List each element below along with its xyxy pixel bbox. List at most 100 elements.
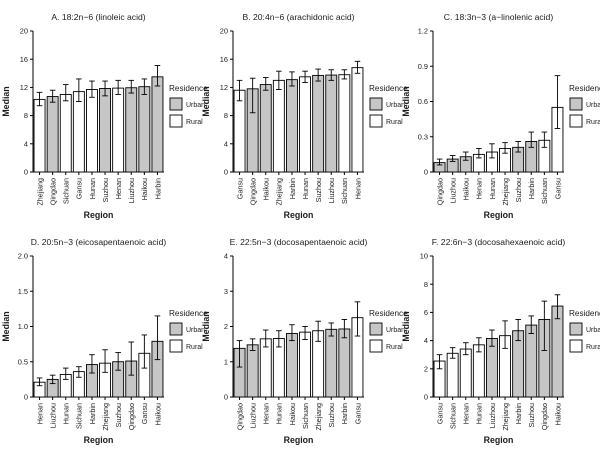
- x-tick-label: Zhejiang: [35, 178, 44, 206]
- y-tick-label: 1.2: [418, 27, 428, 36]
- panel-c-svg: C. 18:3n−3 (a−linolenic acid) Median 0 0.3 0…: [401, 12, 600, 220]
- bar-haikou: [138, 86, 151, 173]
- legend-urban-swatch: [369, 322, 383, 336]
- legend-title: Residence: [369, 84, 408, 93]
- y-tick-label: 0: [24, 168, 28, 177]
- x-tick-label: Hunan: [301, 178, 310, 199]
- bar-henan: [259, 338, 272, 398]
- y-tick-label: 16: [220, 55, 228, 64]
- x-tick-label: Harbin: [288, 178, 297, 199]
- x-tick-label: Henan: [475, 178, 484, 199]
- bar-gansu: [72, 91, 85, 173]
- x-tick-label: Haikou: [553, 403, 562, 425]
- y-tick-label: 2: [424, 364, 428, 373]
- bar-hunan: [85, 89, 98, 173]
- legend-urban-swatch: [369, 97, 383, 111]
- x-axis-label: Region: [84, 435, 114, 445]
- x-tick-label: Harbin: [153, 178, 162, 199]
- x-tick-label: Harbin: [514, 403, 523, 424]
- x-tick-label: Sichuan: [301, 403, 310, 429]
- legend-rural-label: Rural: [586, 119, 600, 126]
- y-tick-label: 4: [224, 139, 228, 148]
- bar-sichuan: [59, 93, 72, 173]
- panel-title: F. 22:6n−3 (docosahexaenoic acid): [432, 237, 566, 247]
- x-axis-label: Region: [484, 435, 514, 445]
- bar-harbin: [151, 76, 164, 173]
- x-tick-label: Gansu: [553, 178, 562, 199]
- y-tick-label: 0.5: [18, 357, 28, 366]
- x-tick-label: Qingdao: [435, 178, 444, 205]
- legend-rural-swatch: [569, 339, 583, 353]
- x-tick-label: Liuzhou: [127, 178, 136, 203]
- x-tick-label: Suzhou: [314, 178, 323, 202]
- legend-rural-swatch: [369, 339, 383, 353]
- x-tick-label: Haikou: [462, 178, 471, 200]
- legend-rural-swatch: [169, 114, 183, 128]
- x-tick-label: Qingdao: [48, 178, 57, 205]
- y-axis-label: Median: [401, 311, 411, 341]
- x-tick-label: Henan: [353, 178, 362, 199]
- y-axis-label: Median: [1, 86, 11, 116]
- panel-title: A. 18:2n−6 (linoleic acid): [51, 12, 145, 22]
- legend-rural-swatch: [169, 339, 183, 353]
- x-tick-label: Henan: [114, 178, 123, 199]
- legend-urban-label: Urban: [386, 102, 405, 109]
- x-tick-label: Henan: [35, 403, 44, 424]
- bar-qingdao: [46, 96, 59, 173]
- x-tick-label: Harbin: [340, 403, 349, 424]
- bar-suzhou: [99, 88, 112, 173]
- y-tick-label: 0.3: [418, 132, 428, 141]
- x-tick-label: Qingdao: [248, 178, 257, 205]
- x-tick-label: Hunan: [275, 403, 284, 424]
- x-tick-label: Hunan: [88, 178, 97, 199]
- x-axis-label: Region: [284, 210, 314, 220]
- panel-title: C. 18:3n−3 (a−linolenic acid): [444, 12, 554, 22]
- panel-b: B. 20:4n−6 (arachidonic acid) Median 0 4 8 12…: [200, 0, 408, 225]
- panel-e: E. 22:5n−3 (docosapentaenoic acid) Median…: [200, 225, 408, 450]
- panel-f-svg: F. 22:6n−3 (docosahexaenoic acid) Median 0…: [401, 237, 600, 445]
- legend-title: Residence: [369, 309, 408, 318]
- x-tick-label: Sichuan: [75, 403, 84, 429]
- x-tick-label: Gansu: [435, 403, 444, 424]
- x-tick-label: Liuzhou: [488, 403, 497, 428]
- x-tick-label: Gansu: [75, 178, 84, 199]
- legend-urban-label: Urban: [586, 102, 600, 109]
- panel-b-svg: B. 20:4n−6 (arachidonic acid) Median 0 4 8 12…: [201, 12, 408, 220]
- y-tick-label: 4: [224, 252, 228, 261]
- x-tick-label: Haikou: [140, 178, 149, 200]
- bar-harbin: [285, 79, 298, 173]
- y-tick-label: 2.0: [18, 252, 28, 261]
- x-tick-label: Hunan: [475, 403, 484, 424]
- x-tick-label: Hunan: [488, 178, 497, 199]
- y-tick-label: 3: [224, 287, 228, 296]
- y-tick-label: 0.9: [418, 62, 428, 71]
- legend-urban-swatch: [569, 322, 583, 336]
- y-tick-label: 12: [20, 83, 28, 92]
- bar-suzhou: [525, 324, 538, 398]
- y-tick-label: 0: [224, 393, 228, 402]
- bar-liuzhou: [246, 344, 259, 398]
- x-tick-label: Liuzhou: [448, 178, 457, 203]
- y-axis-label: Median: [201, 311, 211, 341]
- x-tick-label: Harbin: [527, 178, 536, 199]
- x-tick-label: Hunan: [62, 403, 71, 424]
- legend-rural-label: Rural: [586, 344, 600, 351]
- bar-liuzhou: [125, 87, 138, 173]
- x-tick-label: Sichuan: [540, 178, 549, 204]
- bar-sichuan: [338, 74, 351, 173]
- legend-urban-swatch: [169, 322, 183, 336]
- x-axis-label: Region: [284, 435, 314, 445]
- x-tick-label: Liuzhou: [48, 403, 57, 428]
- y-tick-label: 8: [424, 280, 428, 289]
- y-tick-label: 4: [424, 336, 428, 345]
- x-tick-label: Sichuan: [340, 178, 349, 204]
- x-tick-label: Haikou: [153, 403, 162, 425]
- x-tick-label: Haikou: [262, 178, 271, 200]
- legend-title: Residence: [569, 84, 600, 93]
- legend-title: Residence: [569, 309, 600, 318]
- y-tick-label: 0.6: [418, 97, 428, 106]
- y-tick-label: 20: [20, 27, 28, 36]
- legend-rural-swatch: [569, 114, 583, 128]
- y-tick-label: 1.5: [18, 287, 28, 296]
